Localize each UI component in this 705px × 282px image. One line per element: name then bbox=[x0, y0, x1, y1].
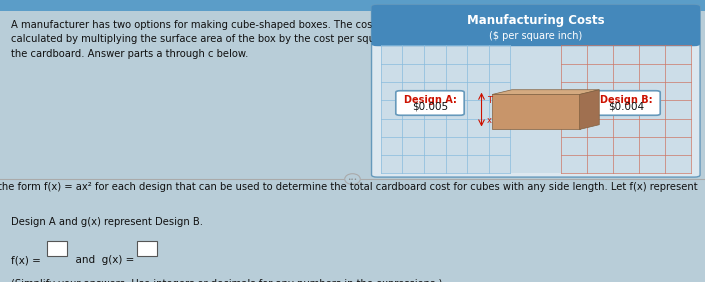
Polygon shape bbox=[580, 90, 599, 129]
Text: Design B:: Design B: bbox=[600, 96, 652, 105]
FancyBboxPatch shape bbox=[396, 91, 464, 115]
FancyBboxPatch shape bbox=[47, 241, 67, 256]
FancyBboxPatch shape bbox=[137, 241, 157, 256]
Text: Design A:: Design A: bbox=[403, 96, 456, 105]
FancyBboxPatch shape bbox=[372, 5, 700, 46]
FancyBboxPatch shape bbox=[381, 45, 691, 173]
Text: $0.004: $0.004 bbox=[608, 102, 644, 112]
FancyBboxPatch shape bbox=[592, 91, 660, 115]
Text: Manufacturing Costs: Manufacturing Costs bbox=[467, 14, 605, 27]
Text: (Simplify your answers. Use integers or decimals for any numbers in the expressi: (Simplify your answers. Use integers or … bbox=[11, 279, 442, 282]
Text: ($ per square inch): ($ per square inch) bbox=[489, 31, 582, 41]
Text: f(x) =: f(x) = bbox=[11, 255, 40, 265]
Text: a. Write a quadratic function of the form f(x) = ax² for each design that can be: a. Write a quadratic function of the for… bbox=[0, 182, 698, 192]
Text: Design A and g(x) represent Design B.: Design A and g(x) represent Design B. bbox=[11, 217, 202, 227]
Text: and  g(x) =: and g(x) = bbox=[69, 255, 135, 265]
Text: A manufacturer has two options for making cube-shaped boxes. The cost is
calcula: A manufacturer has two options for makin… bbox=[11, 20, 428, 59]
FancyBboxPatch shape bbox=[0, 0, 705, 11]
Ellipse shape bbox=[345, 174, 360, 184]
Text: •••: ••• bbox=[348, 177, 357, 182]
Polygon shape bbox=[492, 94, 580, 129]
Text: x: x bbox=[487, 116, 492, 125]
Text: T: T bbox=[487, 96, 492, 105]
FancyBboxPatch shape bbox=[377, 25, 694, 44]
FancyBboxPatch shape bbox=[372, 5, 700, 177]
Polygon shape bbox=[492, 90, 599, 94]
Text: $0.005: $0.005 bbox=[412, 102, 448, 112]
